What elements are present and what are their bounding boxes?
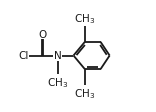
Text: Cl: Cl xyxy=(18,51,28,61)
Text: N: N xyxy=(54,51,61,61)
Text: CH$_3$: CH$_3$ xyxy=(47,75,68,89)
Text: CH$_3$: CH$_3$ xyxy=(74,86,95,100)
Text: CH$_3$: CH$_3$ xyxy=(74,12,95,26)
Text: O: O xyxy=(39,29,47,39)
